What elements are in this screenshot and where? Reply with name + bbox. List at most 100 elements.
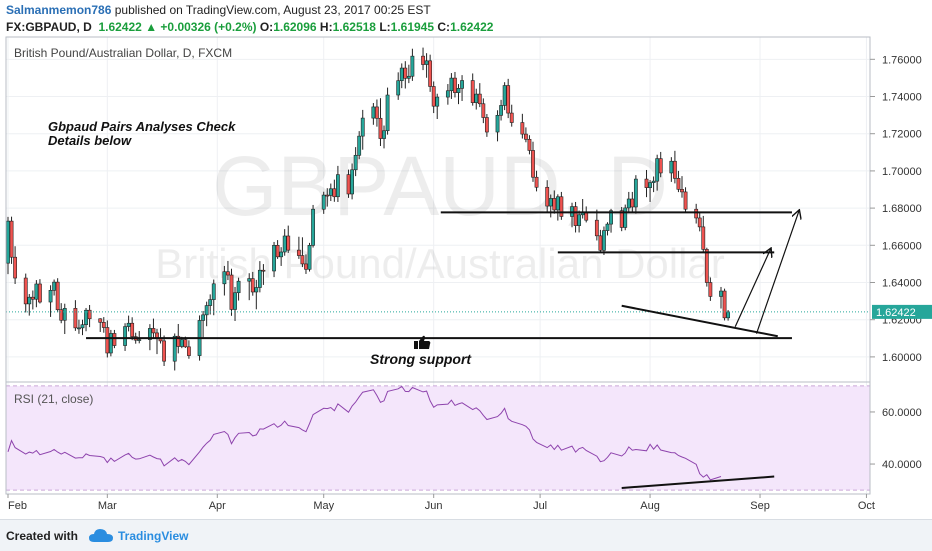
- candle-body-up: [6, 220, 10, 264]
- candle-body-up: [577, 214, 582, 226]
- candle: [495, 110, 500, 142]
- candle: [726, 310, 731, 321]
- candle-body-up: [399, 67, 404, 82]
- candle: [307, 242, 312, 272]
- candle-body-up: [307, 245, 312, 270]
- price-tick-label: 1.74000: [882, 92, 922, 104]
- candle-body-down: [701, 226, 706, 250]
- candle: [534, 170, 539, 192]
- author-name[interactable]: Salmanmemon786: [6, 3, 112, 17]
- candle: [676, 170, 681, 193]
- trend-line[interactable]: [621, 304, 778, 338]
- candle-body-down: [545, 186, 550, 207]
- drawings[interactable]: [86, 211, 799, 490]
- annotation-strong-support[interactable]: Strong support: [370, 351, 472, 367]
- candle: [651, 176, 656, 193]
- candle-body-up: [279, 251, 284, 258]
- candle: [254, 279, 259, 310]
- candle: [531, 141, 535, 182]
- tradingview-brand[interactable]: TradingView: [118, 529, 189, 543]
- watermark-name: British Pound/Australian Dollar: [155, 240, 725, 287]
- price-tick-label: 1.66000: [882, 240, 922, 252]
- candle-body-down: [619, 210, 624, 228]
- time-tick-label: Aug: [640, 500, 660, 512]
- last-price-tag-bg: [872, 304, 932, 319]
- published-text: published on TradingView.com, August 23,…: [114, 3, 431, 17]
- time-axis[interactable]: Feb Mar Apr May Jun Jul Aug Sep Oct: [7, 494, 875, 512]
- candle-body-down: [630, 198, 635, 208]
- rsi-trend-line[interactable]: [621, 475, 775, 490]
- candle-body-up: [726, 311, 731, 319]
- rsi-axis[interactable]: 60.0000 40.0000: [870, 407, 922, 471]
- candle: [424, 53, 429, 78]
- candle-body-down: [477, 93, 482, 105]
- candle: [357, 131, 362, 160]
- candle: [619, 206, 624, 232]
- candle-body-down: [520, 122, 525, 135]
- candle-body-down: [524, 133, 528, 140]
- candle-body-down: [183, 339, 188, 348]
- candle-body-down: [481, 103, 486, 118]
- candle: [13, 246, 17, 284]
- candle: [396, 72, 401, 100]
- candle-body-up: [350, 169, 354, 195]
- candle-body-down: [552, 198, 557, 211]
- candle-body-down: [598, 235, 603, 251]
- candle-body-down: [527, 138, 532, 151]
- candle: [385, 87, 390, 135]
- publish-line: Salmanmemon786 published on TradingView.…: [6, 3, 431, 17]
- candle: [708, 277, 713, 301]
- candle-body-down: [694, 208, 699, 219]
- candle-body-up: [27, 296, 32, 305]
- candle-body-up: [474, 93, 479, 103]
- candle-body-down: [375, 106, 379, 119]
- candle: [52, 279, 57, 296]
- candle-body-down: [672, 160, 677, 179]
- candle: [704, 247, 709, 287]
- annotations[interactable]: Gbpaud Pairs Analyses Check Details belo…: [48, 119, 472, 367]
- time-tick-label: Feb: [8, 500, 27, 512]
- candle: [23, 273, 28, 313]
- candle-body-down: [534, 176, 539, 188]
- candle: [520, 113, 525, 139]
- candle: [399, 63, 404, 89]
- time-tick-label: Oct: [858, 500, 875, 512]
- candle-body-up: [385, 94, 390, 132]
- candle: [605, 222, 610, 236]
- candle: [304, 254, 308, 274]
- candle: [84, 307, 88, 332]
- candle: [311, 204, 315, 248]
- candle-body-up: [719, 290, 723, 297]
- candle: [360, 109, 365, 150]
- candle: [151, 318, 156, 339]
- candle: [545, 180, 550, 213]
- candle-body-down: [275, 245, 280, 258]
- candle-body-up: [247, 278, 252, 282]
- candle: [484, 113, 489, 137]
- chart-area[interactable]: GBPAUD, D British Pound/Australian Dolla…: [0, 36, 932, 519]
- candle-body-down: [261, 269, 266, 272]
- candle: [101, 317, 106, 333]
- candle-body-up: [371, 106, 376, 119]
- candle-body-up: [424, 60, 429, 65]
- time-tick-label: Mar: [98, 500, 117, 512]
- annotation-details[interactable]: Details below: [48, 133, 132, 148]
- candle-body-down: [23, 277, 28, 305]
- time-tick-label: May: [313, 500, 334, 512]
- candle-body-up: [609, 210, 613, 225]
- arrow-drawing[interactable]: [755, 211, 799, 334]
- annotation-analysis[interactable]: Gbpaud Pairs Analyses Check: [48, 119, 236, 134]
- candle-body-down: [98, 318, 103, 323]
- candle: [403, 61, 408, 89]
- candle: [456, 84, 461, 105]
- candle: [481, 98, 486, 124]
- price-change: +0.00326 (+0.2%): [160, 20, 257, 34]
- arrow-drawing[interactable]: [734, 249, 770, 328]
- candle: [630, 191, 635, 213]
- candle: [201, 310, 206, 339]
- candle-body-down: [676, 178, 681, 190]
- time-tick-label: Jun: [425, 500, 443, 512]
- candle: [229, 268, 234, 316]
- candle: [236, 277, 241, 301]
- candle: [655, 154, 660, 191]
